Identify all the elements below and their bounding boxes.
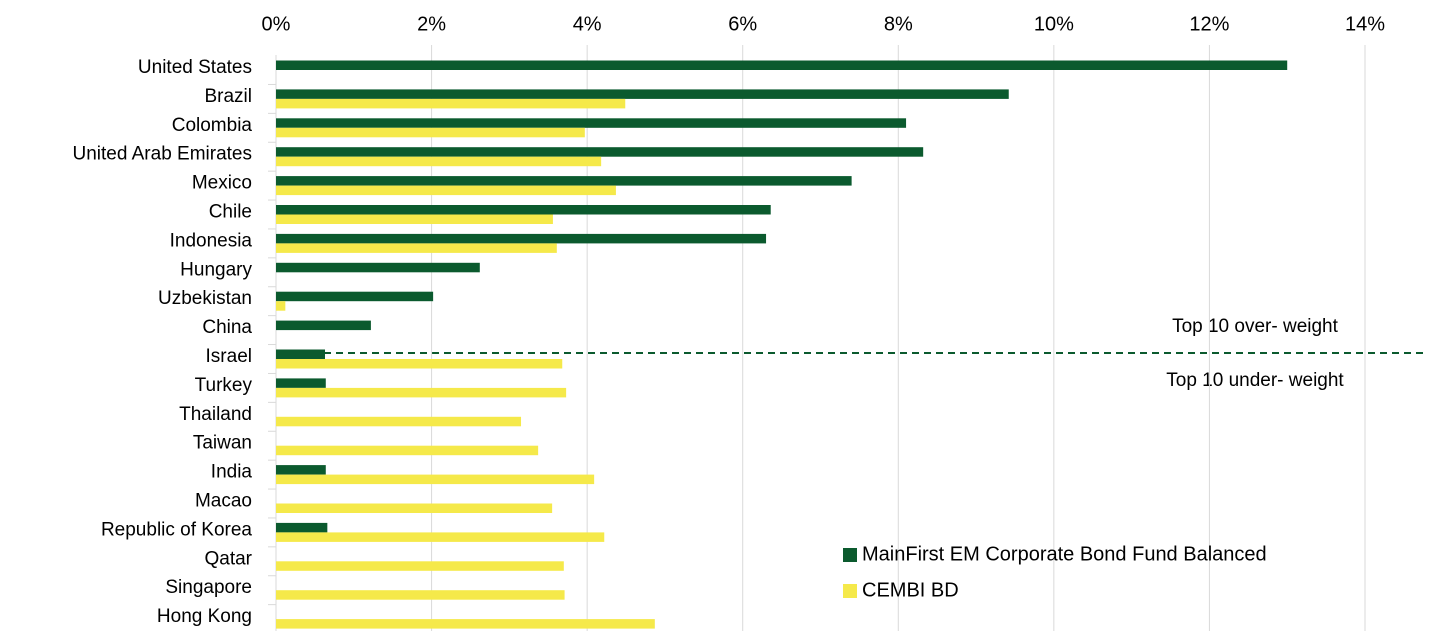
bar (276, 60, 1288, 70)
x-tick-label: 14% (1345, 13, 1385, 35)
bar (276, 619, 655, 629)
y-tick-label: India (211, 462, 253, 483)
legend-label: MainFirst EM Corporate Bond Fund Balance… (862, 543, 1267, 565)
bar (276, 465, 326, 475)
bar (276, 98, 626, 109)
bar (276, 445, 539, 456)
y-tick-label: Indonesia (170, 230, 253, 251)
bar (276, 214, 553, 224)
bar (276, 532, 605, 542)
bar (276, 474, 595, 485)
bar (276, 359, 563, 369)
bar (276, 205, 771, 215)
bar (276, 233, 767, 244)
y-tick-label: Israel (206, 346, 252, 367)
x-tick-label: 6% (728, 13, 757, 35)
x-tick-label: 4% (573, 13, 602, 35)
y-tick-label: Taiwan (193, 433, 252, 454)
legend-label: CEMBI BD (862, 579, 959, 601)
bar (276, 416, 522, 427)
legend-swatch (843, 548, 857, 562)
legend-swatch (843, 584, 857, 598)
bar (276, 561, 564, 571)
bar (276, 147, 924, 157)
y-tick-label: United States (138, 57, 252, 78)
bar (276, 378, 326, 388)
y-tick-label: Brazil (204, 86, 252, 107)
annotation: Top 10 over- weight (1172, 316, 1339, 337)
y-tick-label: China (202, 317, 252, 338)
x-tick-label: 10% (1034, 13, 1074, 35)
bar (276, 262, 480, 273)
bar (276, 185, 616, 196)
y-tick-label: Republic of Korea (101, 519, 252, 540)
x-tick-label: 0% (262, 13, 291, 35)
bar (276, 503, 553, 513)
annotation: Top 10 under- weight (1166, 370, 1344, 391)
bar (276, 291, 434, 302)
x-tick-label: 8% (884, 13, 913, 35)
bar (276, 156, 602, 167)
bar (276, 320, 371, 331)
y-tick-label: Chile (209, 202, 252, 223)
x-tick-label: 2% (417, 13, 446, 35)
bar (276, 176, 852, 186)
y-tick-label: Singapore (165, 577, 252, 598)
y-tick-label: United Arab Emirates (72, 144, 252, 165)
bar (276, 127, 585, 138)
bar (276, 590, 565, 600)
y-tick-label: Colombia (172, 115, 253, 136)
y-tick-label: Thailand (179, 404, 252, 425)
bar (276, 387, 567, 398)
bar (276, 243, 557, 253)
y-tick-label: Hungary (180, 259, 252, 280)
bar (276, 349, 326, 359)
y-tick-label: Hong Kong (157, 606, 252, 627)
y-tick-label: Macao (195, 491, 252, 512)
bar (276, 522, 328, 533)
bar (276, 301, 286, 311)
x-tick-label: 12% (1189, 13, 1229, 35)
bar (276, 89, 1009, 99)
y-tick-label: Uzbekistan (158, 288, 252, 309)
y-tick-label: Qatar (204, 548, 252, 569)
bar (276, 118, 907, 128)
y-tick-label: Mexico (192, 173, 252, 194)
y-tick-label: Turkey (195, 375, 253, 396)
